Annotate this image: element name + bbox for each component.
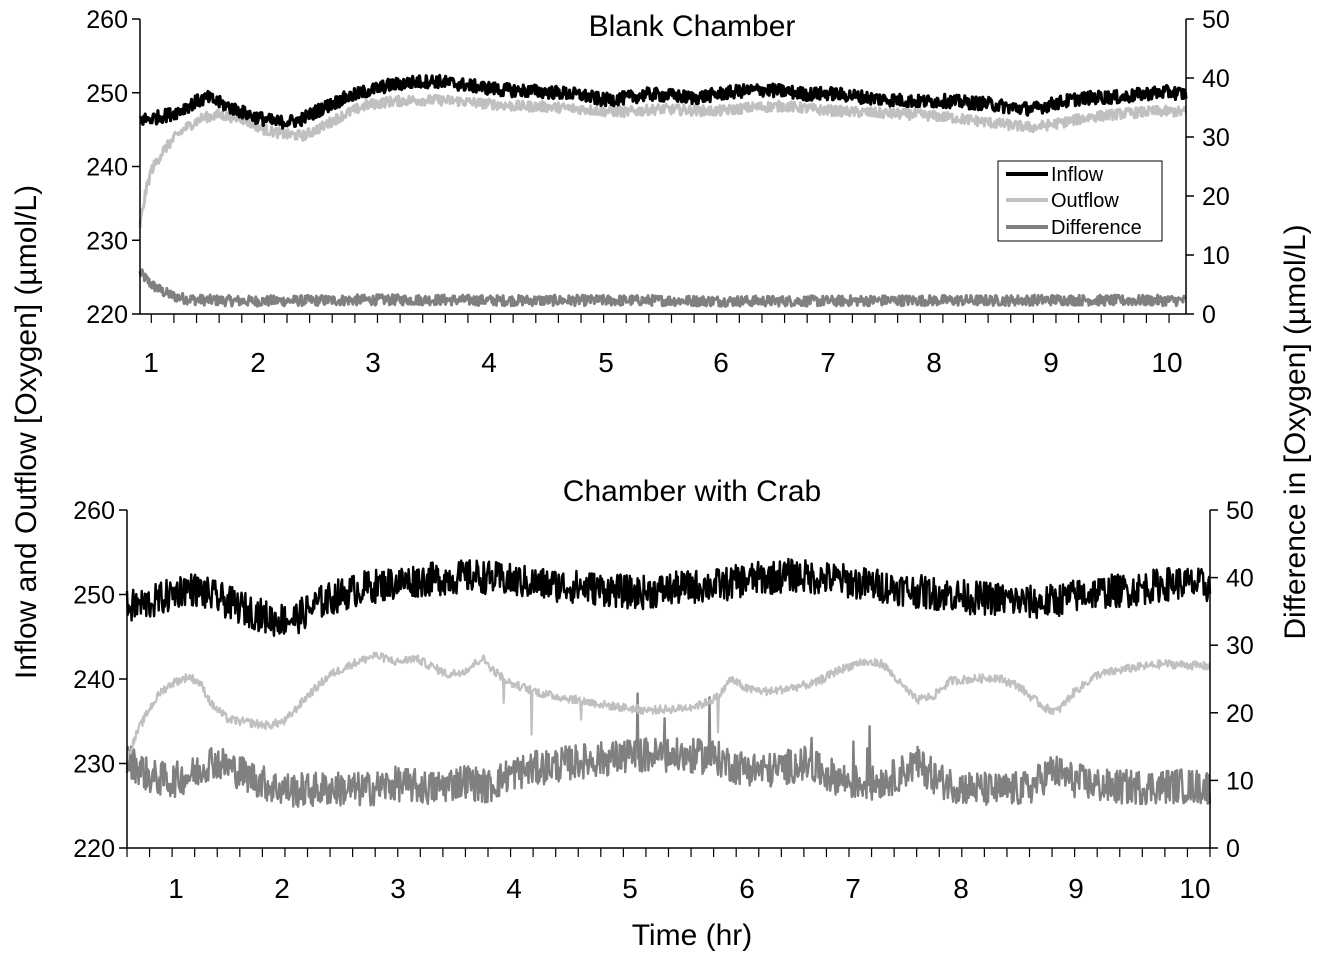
legend: Inflow Outflow Difference [997, 160, 1163, 242]
left-y-tick-label: 230 [86, 227, 128, 255]
blank-chamber-series [138, 73, 1188, 308]
right-y-tick-label: 20 [1226, 700, 1254, 728]
legend-label-inflow: Inflow [1051, 164, 1104, 186]
x-tick-label: 4 [481, 347, 497, 378]
crab-chamber-series [125, 557, 1212, 808]
right-y-tick-label: 0 [1226, 835, 1240, 863]
series-line-difference [138, 268, 1187, 308]
x-tick-label: 5 [598, 347, 614, 378]
series-line-difference [125, 692, 1212, 808]
x-tick-label: 8 [926, 347, 942, 378]
legend-label-difference: Difference [1051, 217, 1142, 239]
left-y-tick-label: 250 [86, 80, 128, 108]
right-y-tick-label: 50 [1226, 497, 1254, 525]
left-y-tick-label: 260 [73, 497, 115, 525]
blank-chamber-axes: 220 230 240 250 260 0 10 20 30 40 50 1 2 3 4 5 6 7 8 9 10 [86, 6, 1230, 378]
series-line-outflow [125, 651, 1211, 763]
x-tick-label: 10 [1151, 347, 1182, 378]
crab-chamber-title: Chamber with Crab [563, 475, 821, 508]
right-axis-title: Difference in [Oxygen] (µmol/L) [1279, 224, 1312, 639]
series-line-outflow [138, 93, 1188, 228]
x-tick-label: 4 [506, 873, 522, 904]
x-axis-title: Time (hr) [632, 919, 753, 952]
left-y-tick-label: 260 [86, 6, 128, 34]
left-y-tick-label: 230 [73, 751, 115, 779]
right-y-tick-label: 40 [1202, 65, 1230, 93]
x-tick-label: 9 [1043, 347, 1059, 378]
left-y-tick-label: 220 [86, 301, 128, 329]
x-tick-label: 7 [820, 347, 836, 378]
right-y-tick-label: 50 [1202, 6, 1230, 34]
right-y-tick-label: 30 [1226, 632, 1254, 660]
left-axis-title: Inflow and Outflow [Oxygen] (µmol/L) [10, 185, 43, 679]
x-tick-label: 6 [713, 347, 729, 378]
x-tick-label: 3 [365, 347, 381, 378]
x-tick-label: 3 [390, 873, 406, 904]
right-y-tick-label: 30 [1202, 124, 1230, 152]
left-y-tick-label: 220 [73, 835, 115, 863]
right-y-tick-label: 0 [1202, 301, 1216, 329]
left-y-tick-label: 240 [86, 154, 128, 182]
x-tick-label: 7 [845, 873, 861, 904]
left-y-tick-label: 250 [73, 582, 115, 610]
x-tick-label: 5 [622, 873, 638, 904]
x-tick-label: 1 [168, 873, 184, 904]
blank-chamber-panel: Blank Chamber 220 230 240 250 260 0 10 20 30 40 50… [86, 6, 1230, 378]
series-line-inflow [125, 557, 1212, 637]
right-y-tick-label: 10 [1202, 242, 1230, 270]
legend-label-outflow: Outflow [1051, 190, 1119, 212]
crab-chamber-axes: 220 230 240 250 260 0 10 20 30 40 50 1 2 3 4 5 6 7 8 9 10 [73, 497, 1254, 904]
blank-chamber-title: Blank Chamber [589, 10, 796, 43]
crab-chamber-panel: Chamber with Crab 2202302402502600102030… [73, 475, 1254, 904]
right-y-tick-label: 40 [1226, 565, 1254, 593]
x-tick-label: 1 [143, 347, 159, 378]
right-y-tick-label: 20 [1202, 183, 1230, 211]
x-tick-label: 2 [250, 347, 266, 378]
right-y-tick-label: 10 [1226, 767, 1254, 795]
x-tick-label: 8 [953, 873, 969, 904]
x-tick-label: 9 [1068, 873, 1084, 904]
x-tick-label: 6 [739, 873, 755, 904]
left-y-tick-label: 240 [73, 666, 115, 694]
series-line-inflow [138, 73, 1188, 130]
x-tick-label: 2 [274, 873, 290, 904]
x-tick-label: 10 [1179, 873, 1210, 904]
